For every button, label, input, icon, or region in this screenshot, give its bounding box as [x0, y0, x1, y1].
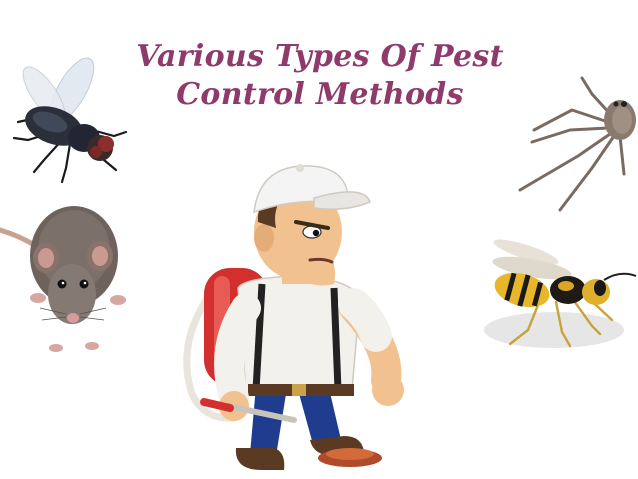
exterminator-image [164, 158, 424, 476]
wasp-icon [484, 239, 637, 348]
exterminator-icon [183, 164, 404, 470]
rat-image [0, 196, 140, 356]
spider-image [512, 74, 638, 214]
slide-title: Various Types Of Pest Control Methods [120, 38, 520, 114]
rat-icon [0, 206, 126, 352]
fly-icon [12, 57, 128, 184]
title-line-1: Various Types Of Pest [136, 39, 504, 74]
fly-image [4, 48, 144, 188]
spider-icon [518, 76, 636, 212]
wasp-image [470, 234, 638, 362]
title-line-2: Control Methods [176, 77, 464, 112]
